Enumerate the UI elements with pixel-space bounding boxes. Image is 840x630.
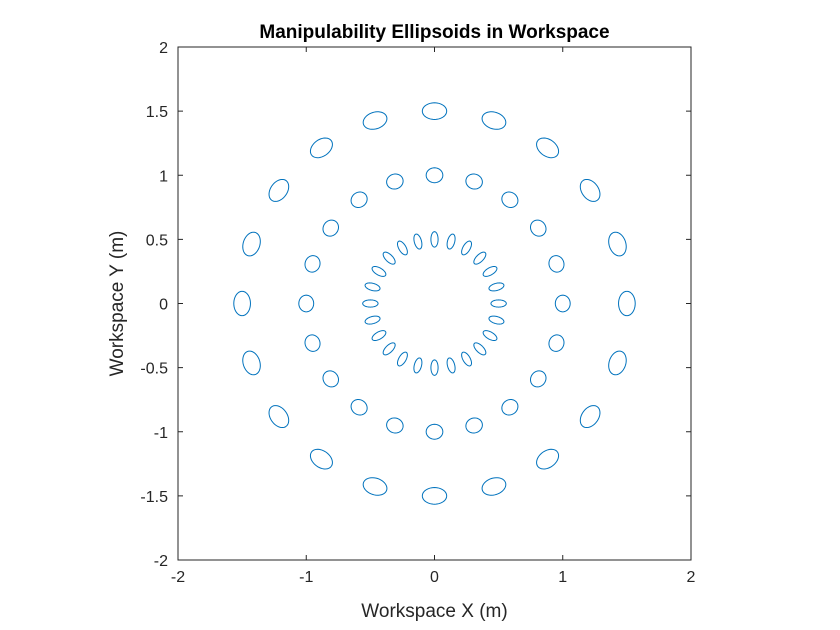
manipulability-ellipse [461, 351, 473, 367]
manipulability-ellipse [579, 178, 601, 202]
manipulability-ellipse [396, 351, 408, 367]
manipulability-ellipse [382, 342, 396, 356]
manipulability-ellipse [322, 219, 340, 237]
manipulability-ellipse [482, 265, 498, 277]
manipulability-ellipse [298, 294, 315, 313]
manipulability-ellipse [386, 417, 404, 434]
y-tick-label: -1.5 [140, 489, 168, 506]
manipulability-ellipse [350, 191, 368, 209]
y-tick-label: -0.5 [140, 361, 168, 378]
manipulability-ellipse [304, 255, 321, 273]
manipulability-ellipse [608, 231, 627, 257]
manipulability-ellipse [309, 448, 333, 470]
manipulability-ellipse [548, 255, 565, 273]
x-axis-label: Workspace X (m) [361, 601, 507, 622]
manipulability-ellipse [482, 330, 498, 342]
manipulability-ellipse [446, 233, 456, 250]
manipulability-ellipse [382, 251, 396, 265]
manipulability-ellipse [362, 299, 379, 308]
manipulability-ellipse [529, 370, 547, 388]
manipulability-ellipse [461, 240, 473, 256]
y-tick-label: 0.5 [146, 232, 168, 249]
manipulability-ellipse [309, 137, 333, 159]
axes-box [177, 46, 692, 561]
y-tick-label: 2 [159, 40, 168, 57]
manipulability-ellipse [430, 359, 439, 376]
y-tick-label: -1 [154, 425, 168, 442]
manipulability-ellipse [554, 294, 571, 313]
manipulability-ellipse [481, 111, 507, 130]
manipulability-ellipse [488, 282, 505, 292]
manipulability-ellipse [548, 334, 565, 352]
manipulability-ellipse [268, 405, 290, 429]
y-axis-label: Workspace Y (m) [107, 231, 128, 377]
manipulability-ellipse [364, 282, 381, 292]
manipulability-ellipse [425, 167, 444, 184]
tick-labels: -2 -1 0 1 2 -2 -1.5 -1 -0.5 0 0.5 1 1.5 2 [140, 40, 695, 586]
plot-area [177, 46, 692, 561]
manipulability-ellipse [371, 330, 387, 342]
manipulability-ellipse [242, 231, 261, 257]
manipulability-ellipse [481, 477, 507, 496]
manipulability-ellipse [304, 334, 321, 352]
manipulability-ellipse [362, 111, 388, 130]
manipulability-ellipse [465, 173, 483, 190]
x-tick-label: -1 [299, 569, 313, 586]
manipulability-ellipse [430, 231, 439, 248]
y-tick-label: -2 [154, 553, 168, 570]
x-tick-label: 2 [687, 569, 696, 586]
manipulability-ellipse [371, 265, 387, 277]
chart-title: Manipulability Ellipsoids in Workspace [259, 22, 609, 43]
manipulability-ellipse [364, 315, 381, 325]
manipulability-ellipse [536, 448, 560, 470]
manipulability-ellipse [421, 487, 448, 505]
manipulability-ellipse [465, 417, 483, 434]
manipulability-ellipse [362, 477, 388, 496]
manipulability-ellipse [608, 350, 627, 376]
manipulability-ellipse [396, 240, 408, 256]
manipulability-ellipse [529, 219, 547, 237]
manipulability-ellipse [473, 342, 487, 356]
axis-ticks [177, 46, 692, 561]
manipulability-ellipse [490, 299, 507, 308]
y-tick-label: 1.5 [146, 104, 168, 121]
manipulability-ellipse [350, 398, 368, 416]
ellipsoid-series [233, 102, 636, 505]
manipulability-ellipse [386, 173, 404, 190]
manipulability-ellipse [425, 423, 444, 440]
x-tick-label: 1 [558, 569, 567, 586]
y-tick-label: 1 [159, 168, 168, 185]
manipulability-ellipse [473, 251, 487, 265]
manipulability-ellipse [446, 357, 456, 374]
y-tick-label: 0 [159, 297, 168, 314]
manipulability-ellipse [488, 315, 505, 325]
manipulability-ellipse [233, 290, 251, 317]
x-tick-label: -2 [171, 569, 185, 586]
manipulability-ellipse [268, 178, 290, 202]
manipulability-ellipse [242, 350, 261, 376]
manipulability-ellipse [501, 191, 519, 209]
manipulability-ellipse [536, 137, 560, 159]
manipulability-ellipse [413, 357, 423, 374]
manipulability-ellipse [579, 405, 601, 429]
manipulability-ellipse [322, 370, 340, 388]
manipulability-ellipse [618, 290, 636, 317]
manipulability-ellipse [413, 233, 423, 250]
manipulability-ellipse [501, 398, 519, 416]
x-tick-label: 0 [430, 569, 439, 586]
manipulability-ellipse [421, 102, 448, 120]
